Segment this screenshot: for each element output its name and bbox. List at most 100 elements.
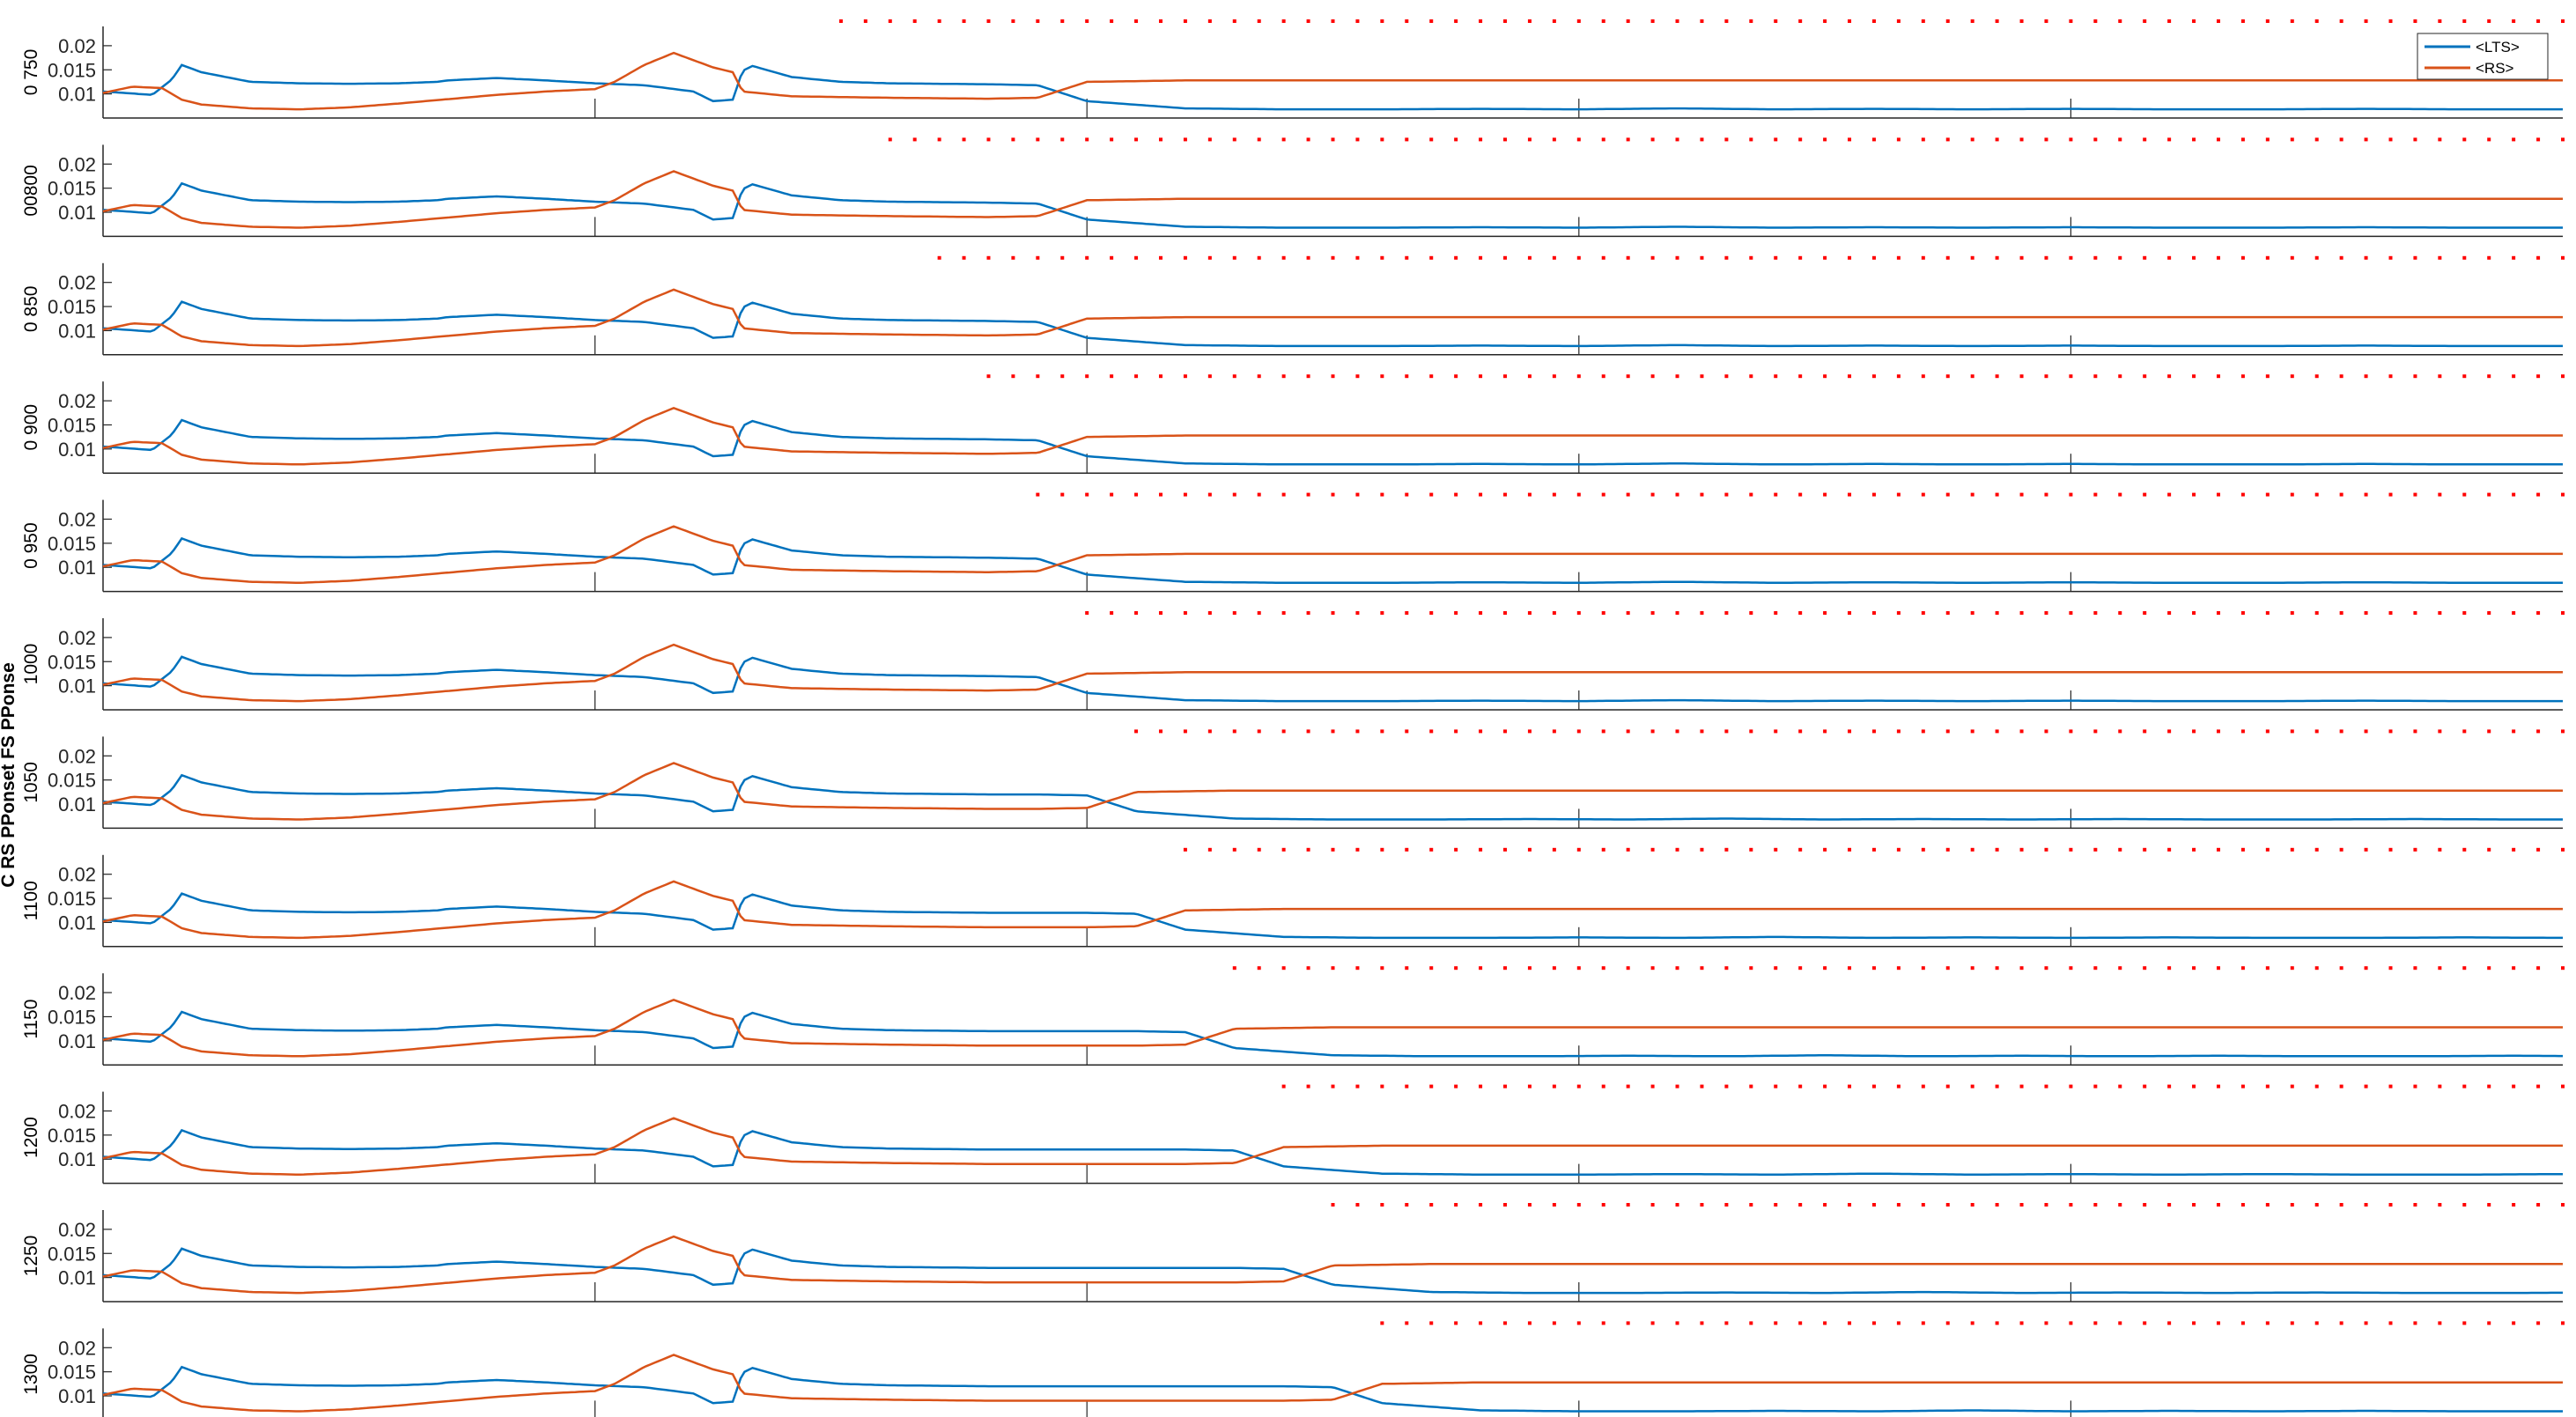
pulse-marker [1921,611,1925,615]
panel-y-tick-label: 0.015 [48,770,96,792]
pulse-marker [1429,19,1434,23]
pulse-marker [2240,966,2245,970]
pulse-marker [1405,1203,1409,1207]
pulse-marker [1626,137,1630,142]
pulse-marker [1848,1203,1852,1207]
pulse-marker [1552,966,1556,970]
pulse-marker [1848,492,1852,497]
pulse-marker [2413,1203,2417,1207]
pulse-marker [1724,847,1729,852]
pulse-marker [2536,374,2541,379]
pulse-marker [2339,255,2343,260]
pulse-marker [2290,1084,2294,1089]
pulse-marker [2240,492,2245,497]
pulse-marker [1896,1084,1901,1089]
pulse-marker [1011,19,1015,23]
pulse-marker [2388,611,2393,615]
pulse-marker [2143,847,2147,852]
pulse-marker [1503,1203,1508,1207]
panel-y-tick-label: 0.02 [58,982,96,1004]
series-line-lts [102,1365,2563,1413]
pulse-marker [1823,137,1827,142]
pulse-marker [1405,966,1409,970]
pulse-marker [1527,729,1532,734]
pulse-marker [2192,729,2196,734]
panel-y-tick-label: 0.01 [58,1030,96,1052]
pulse-marker [1995,255,1999,260]
panel-y-tick-label: 0.02 [58,272,96,294]
pulse-marker [1798,1203,1803,1207]
pulse-marker [1848,729,1852,734]
pulse-marker [1158,255,1163,260]
pulse-marker [1774,137,1778,142]
pulse-marker [2388,847,2393,852]
pulse-marker [1700,255,1704,260]
pulse-marker [1675,1203,1679,1207]
series-line-lts [102,1247,2563,1295]
pulse-marker [2512,255,2516,260]
pulse-marker [1700,19,1704,23]
series-line-rs [102,1235,2563,1295]
pulse-marker [1823,19,1827,23]
series-line-lts [102,300,2563,348]
pulse-marker [1601,1321,1605,1325]
pulse-marker [2044,1084,2048,1089]
pulse-marker [1085,19,1089,23]
pulse-marker [1700,492,1704,497]
pulse-marker [1503,492,1508,497]
pulse-marker [1405,1084,1409,1089]
panel-y-tick-label: 0.02 [58,627,96,649]
pulse-marker [1601,1084,1605,1089]
pulse-marker [1405,492,1409,497]
pulse-marker [2512,847,2516,852]
pulse-marker [1183,847,1187,852]
pulse-marker [1650,1084,1655,1089]
pulse-marker [1848,1084,1852,1089]
series-line-rs [102,643,2563,703]
pulse-marker [2240,611,2245,615]
series-line-lts [102,1128,2563,1176]
pulse-marker [1232,19,1236,23]
pulse-marker [2462,611,2467,615]
pulse-marker [1232,729,1236,734]
pulse-marker [1921,966,1925,970]
pulse-marker [1626,1203,1630,1207]
pulse-marker [1848,255,1852,260]
pulse-marker [2069,1084,2073,1089]
pulse-marker [1774,966,1778,970]
pulse-marker [1110,611,1114,615]
pulse-marker [1085,137,1089,142]
pulse-marker [2069,729,2073,734]
pulse-marker [1921,1084,1925,1089]
pulse-marker [2339,611,2343,615]
pulse-marker [1158,611,1163,615]
pulse-marker [2216,847,2220,852]
pulse-marker [2118,492,2122,497]
pulse-marker [2364,492,2368,497]
pulse-marker [1774,492,1778,497]
pulse-marker [1355,1203,1360,1207]
pulse-marker [1527,847,1532,852]
pulse-marker [2561,1203,2565,1207]
pulse-marker [2462,374,2467,379]
pulse-marker [1749,19,1753,23]
pulse-marker [2118,1321,2122,1325]
pulse-marker [2192,492,2196,497]
pulse-marker [2339,847,2343,852]
pulse-marker [2167,847,2172,852]
pulse-marker [2462,137,2467,142]
pulse-marker [2216,374,2220,379]
pulse-marker [2240,1321,2245,1325]
pulse-marker [2290,255,2294,260]
pulse-marker [2265,847,2270,852]
pulse-marker [1281,611,1286,615]
pulse-marker [1970,374,1974,379]
pulse-marker [1479,492,1483,497]
pulse-marker [1871,137,1876,142]
panel: 0.010.015 0.02 1050 [21,729,2565,830]
pulse-marker [2339,729,2343,734]
pulse-marker [1380,137,1384,142]
pulse-marker [1626,1321,1630,1325]
pulse-marker [2561,1321,2565,1325]
pulse-marker [1158,492,1163,497]
